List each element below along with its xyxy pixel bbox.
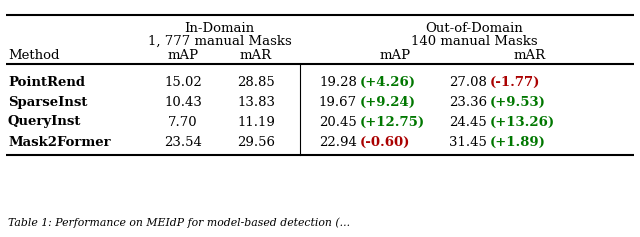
Text: (+9.53): (+9.53) xyxy=(490,96,546,109)
Text: mAR: mAR xyxy=(240,49,272,61)
Text: (+12.75): (+12.75) xyxy=(360,115,425,128)
Text: Method: Method xyxy=(8,49,60,61)
Text: 22.94: 22.94 xyxy=(319,136,357,149)
Text: 29.56: 29.56 xyxy=(237,136,275,149)
Text: (+9.24): (+9.24) xyxy=(360,96,416,109)
Text: Mask2Former: Mask2Former xyxy=(8,136,111,149)
Text: PointRend: PointRend xyxy=(8,76,85,88)
Text: SparseInst: SparseInst xyxy=(8,96,88,109)
Text: 28.85: 28.85 xyxy=(237,76,275,88)
Text: In-Domain: In-Domain xyxy=(184,22,255,35)
Text: Table 1: Performance on MEIdP for model-based detection (...: Table 1: Performance on MEIdP for model-… xyxy=(8,218,350,228)
Text: (-1.77): (-1.77) xyxy=(490,76,540,88)
Text: 23.36: 23.36 xyxy=(449,96,487,109)
Text: 20.45: 20.45 xyxy=(319,115,357,128)
Text: (+4.26): (+4.26) xyxy=(360,76,416,88)
Text: 11.19: 11.19 xyxy=(237,115,275,128)
Text: 140 manual Masks: 140 manual Masks xyxy=(411,35,538,47)
Text: mAR: mAR xyxy=(514,49,546,61)
Text: 13.83: 13.83 xyxy=(237,96,275,109)
Text: 27.08: 27.08 xyxy=(449,76,487,88)
Text: 15.02: 15.02 xyxy=(164,76,202,88)
Text: (+13.26): (+13.26) xyxy=(490,115,555,128)
Text: 23.54: 23.54 xyxy=(164,136,202,149)
Text: 19.67: 19.67 xyxy=(319,96,357,109)
Text: 19.28: 19.28 xyxy=(319,76,357,88)
Text: 10.43: 10.43 xyxy=(164,96,202,109)
Text: 1, 777 manual Masks: 1, 777 manual Masks xyxy=(148,35,291,47)
Text: (-0.60): (-0.60) xyxy=(360,136,410,149)
Text: 7.70: 7.70 xyxy=(168,115,198,128)
Text: mAP: mAP xyxy=(380,49,411,61)
Text: mAP: mAP xyxy=(168,49,198,61)
Text: Out-of-Domain: Out-of-Domain xyxy=(426,22,524,35)
Text: QueryInst: QueryInst xyxy=(8,115,81,128)
Text: (+1.89): (+1.89) xyxy=(490,136,546,149)
Text: 24.45: 24.45 xyxy=(449,115,487,128)
Text: 31.45: 31.45 xyxy=(449,136,487,149)
